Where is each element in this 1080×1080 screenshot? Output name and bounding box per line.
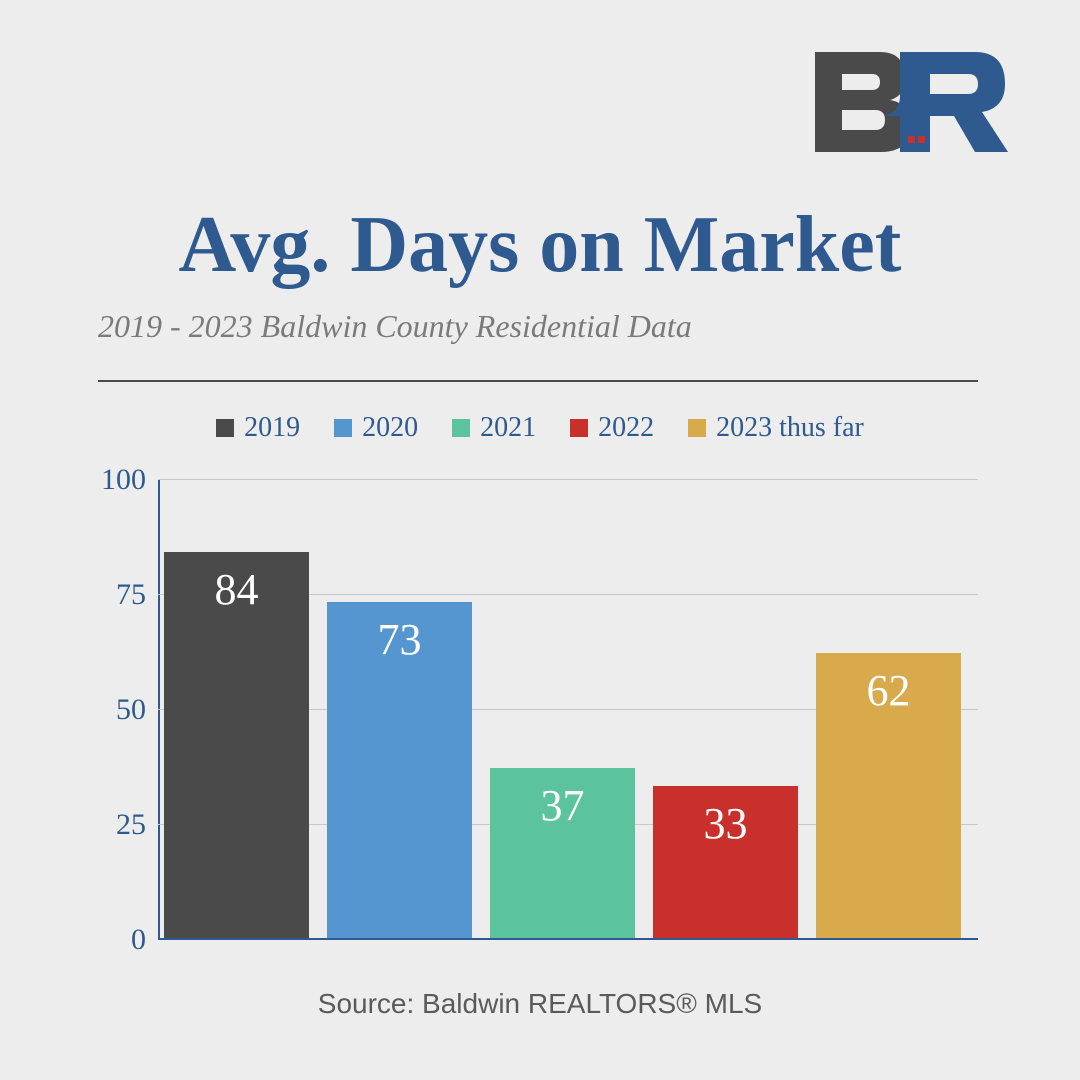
bar: 73	[327, 602, 472, 938]
legend-swatch	[570, 419, 588, 437]
bar: 37	[490, 768, 635, 938]
y-tick-label: 100	[101, 463, 146, 497]
legend-item: 2023 thus far	[688, 412, 864, 444]
y-tick-label: 50	[116, 693, 146, 727]
legend-swatch	[334, 419, 352, 437]
bar-chart: 0 25 50 75 100 84 73 37 33 62	[98, 460, 978, 960]
bar-value-label: 62	[816, 665, 961, 716]
legend-label: 2023 thus far	[716, 412, 864, 444]
legend-item: 2022	[570, 412, 654, 444]
chart-title: Avg. Days on Market	[0, 200, 1080, 291]
legend-item: 2020	[334, 412, 418, 444]
source-text: Source: Baldwin REALTORS® MLS	[0, 988, 1080, 1020]
legend-label: 2021	[480, 412, 536, 444]
chart-subtitle: 2019 - 2023 Baldwin County Residential D…	[98, 308, 692, 345]
legend-label: 2022	[598, 412, 654, 444]
legend-item: 2019	[216, 412, 300, 444]
bar: 62	[816, 653, 961, 938]
y-tick-label: 25	[116, 808, 146, 842]
legend-swatch	[452, 419, 470, 437]
legend-label: 2019	[244, 412, 300, 444]
legend-swatch	[216, 419, 234, 437]
chart-legend: 2019 2020 2021 2022 2023 thus far	[0, 412, 1080, 444]
legend-swatch	[688, 419, 706, 437]
bar-value-label: 37	[490, 780, 635, 831]
bar-value-label: 73	[327, 614, 472, 665]
y-axis	[158, 480, 160, 940]
bar-value-label: 84	[164, 564, 309, 615]
gridline	[158, 479, 978, 481]
y-tick-label: 75	[116, 578, 146, 612]
logo-b-glyph	[815, 52, 910, 152]
bar: 84	[164, 552, 309, 938]
legend-label: 2020	[362, 412, 418, 444]
bar-value-label: 33	[653, 798, 798, 849]
bar: 33	[653, 786, 798, 938]
legend-item: 2021	[452, 412, 536, 444]
y-tick-label: 0	[131, 923, 146, 957]
br-logo	[810, 40, 1010, 160]
divider-line	[98, 380, 978, 382]
logo-r-glyph	[884, 52, 1008, 152]
x-axis	[158, 938, 978, 940]
